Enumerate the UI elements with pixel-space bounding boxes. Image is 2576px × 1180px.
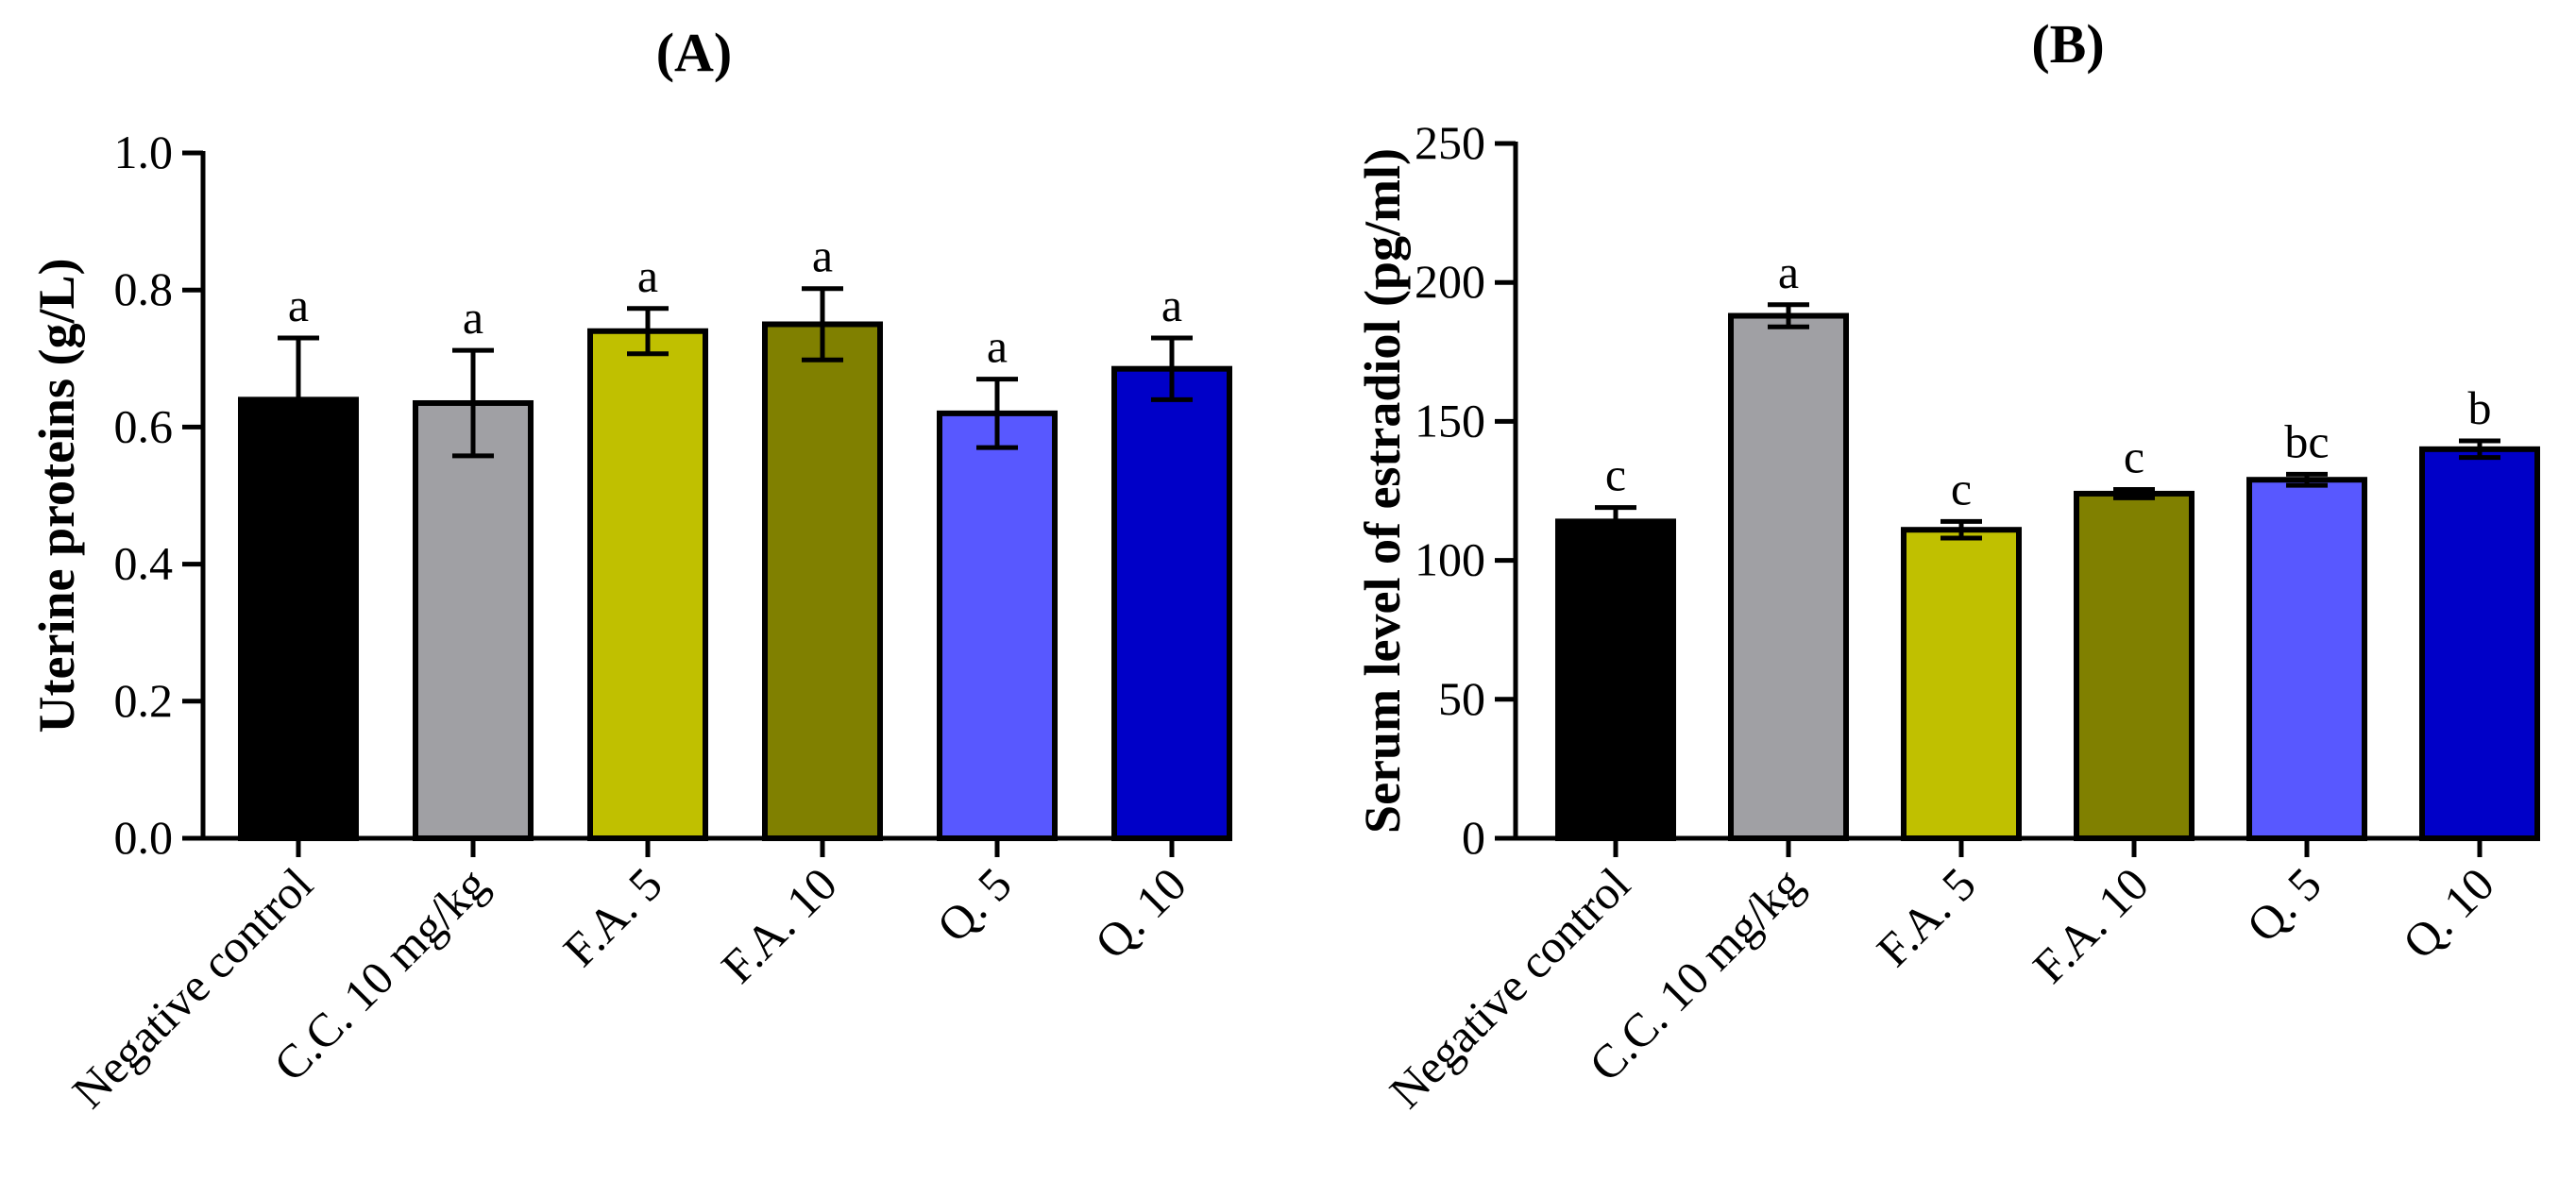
bar-2	[413, 399, 534, 841]
chart-panel-b: (B) Serum level of estradiol (pg/ml) 0 50 10…	[1354, 13, 2540, 1118]
bar-1	[1555, 518, 1676, 841]
category-label: Q. 5	[926, 857, 1021, 952]
bar-1	[238, 396, 359, 841]
y-axis-label: Uterine proteins (g/L)	[28, 259, 85, 733]
category-label: F.A. 10	[711, 857, 847, 993]
category-label: Negative control	[1380, 857, 1640, 1118]
significance-label: bc	[2284, 414, 2329, 467]
y-tick-label: 0.0	[114, 811, 174, 864]
bar-6	[1111, 365, 1232, 841]
bar-2	[1728, 312, 1849, 841]
bar-4	[2074, 490, 2195, 841]
significance-label: b	[2468, 381, 2492, 434]
significance-label: c	[1951, 462, 1972, 514]
significance-label: a	[812, 229, 833, 282]
y-tick-label: 50	[1438, 672, 1485, 725]
bar-3	[1901, 527, 2022, 841]
significance-label: a	[1778, 245, 1799, 298]
y-tick-label: 200	[1415, 255, 1485, 308]
chart-panel-a: (A) Uterine proteins (g/L) 0.0 0.2 0.4 0.6 0.8…	[28, 22, 1232, 1118]
significance-label: a	[987, 320, 1008, 373]
category-label: F.A. 5	[1867, 857, 1986, 976]
category-label: Q. 10	[2393, 857, 2504, 969]
bar-5	[937, 410, 1058, 841]
significance-label: c	[2124, 430, 2144, 483]
y-tick-label: 250	[1415, 116, 1485, 169]
significance-label: c	[1605, 448, 1626, 501]
category-label: F.A. 10	[2023, 857, 2159, 993]
significance-label: a	[288, 278, 309, 331]
y-tick-label: 0.6	[114, 399, 174, 452]
bar-6	[2419, 446, 2540, 841]
y-tick-label: 1.0	[114, 126, 174, 178]
y-axis-label: Serum level of estradiol (pg/ml)	[1354, 148, 1411, 834]
category-label: Q. 10	[1085, 857, 1196, 969]
chart-title: (B)	[2031, 13, 2104, 75]
significance-label: a	[463, 291, 483, 344]
bar-3	[587, 328, 708, 841]
y-tick-label: 0	[1462, 811, 1485, 864]
y-tick-label: 100	[1415, 533, 1485, 586]
y-tick-label: 0.2	[114, 674, 174, 727]
bar-4	[762, 321, 883, 841]
significance-label: a	[637, 249, 658, 302]
y-tick-label: 0.4	[114, 537, 174, 590]
y-tick-label: 150	[1415, 394, 1485, 447]
category-label: Negative control	[62, 857, 323, 1118]
category-label: F.A. 5	[553, 857, 672, 976]
chart-title: (A)	[656, 22, 733, 83]
category-label: Q. 5	[2236, 857, 2330, 952]
bar-5	[2246, 477, 2367, 841]
significance-label: a	[1161, 278, 1182, 331]
y-tick-label: 0.8	[114, 262, 174, 315]
